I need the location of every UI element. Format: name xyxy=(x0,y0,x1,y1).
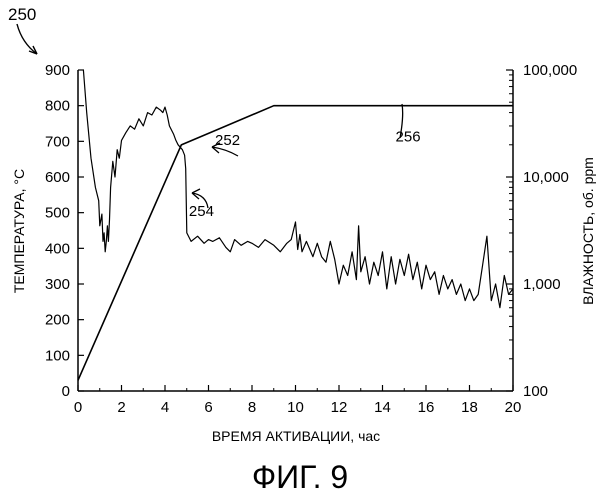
y-left-tick-label: 100 xyxy=(45,347,70,364)
y-left-tick-label: 200 xyxy=(45,312,70,329)
x-tick-label: 8 xyxy=(248,399,256,416)
y-axis-left-label: ТЕМПЕРАТУРА, °C xyxy=(11,169,27,293)
y-left-tick-label: 300 xyxy=(45,276,70,293)
y-left-tick-label: 0 xyxy=(62,383,70,400)
y-axis-right-label: ВЛАЖНОСТЬ, об. ppm xyxy=(580,157,596,305)
y-left-tick-label: 600 xyxy=(45,169,70,186)
x-tick-label: 14 xyxy=(374,399,391,416)
annotation-254: 254 xyxy=(189,203,214,220)
y-left-tick-label: 700 xyxy=(45,133,70,150)
y-right-tick-label: 1,000 xyxy=(523,276,561,293)
callouts: 252 254 256 xyxy=(189,104,421,220)
y-right-tick-label: 10,000 xyxy=(523,169,569,186)
y-left-tick-label: 900 xyxy=(45,62,70,79)
x-tick-label: 16 xyxy=(418,399,435,416)
y-left-tick-label: 400 xyxy=(45,240,70,257)
y-left-tick-label: 500 xyxy=(45,205,70,222)
x-tick-label: 20 xyxy=(505,399,522,416)
annotation-252: 252 xyxy=(215,132,240,149)
figure-caption: ФИГ. 9 xyxy=(252,459,348,495)
data-series xyxy=(78,70,513,380)
x-tick-label: 2 xyxy=(117,399,125,416)
annotation-256: 256 xyxy=(396,128,421,145)
axis-ticks: 0246810121416182001002003004005006007008… xyxy=(45,62,577,416)
x-tick-label: 6 xyxy=(204,399,212,416)
figure-ref-label: 250 xyxy=(8,5,36,24)
x-tick-label: 4 xyxy=(161,399,169,416)
y-left-tick-label: 800 xyxy=(45,98,70,115)
temperature-line xyxy=(78,106,513,381)
y-right-tick-label: 100 xyxy=(523,383,548,400)
y-right-tick-label: 100,000 xyxy=(523,62,577,79)
x-tick-label: 18 xyxy=(461,399,478,416)
x-axis-label: ВРЕМЯ АКТИВАЦИИ, час xyxy=(212,428,380,444)
x-tick-label: 10 xyxy=(287,399,304,416)
x-tick-label: 0 xyxy=(74,399,82,416)
x-tick-label: 12 xyxy=(331,399,348,416)
